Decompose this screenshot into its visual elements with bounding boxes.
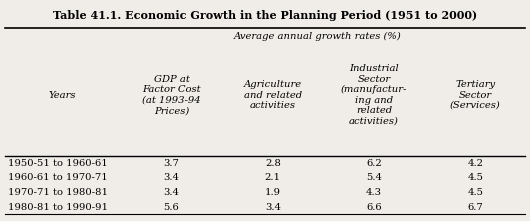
Text: 2.1: 2.1 [265, 173, 281, 182]
Text: 4.5: 4.5 [467, 188, 483, 197]
Text: 3.4: 3.4 [265, 203, 281, 211]
Text: 1950-51 to 1960-61: 1950-51 to 1960-61 [8, 159, 108, 168]
Text: Table 41.1. Economic Growth in the Planning Period (1951 to 2000): Table 41.1. Economic Growth in the Plann… [53, 10, 477, 21]
Text: 1980-81 to 1990-91: 1980-81 to 1990-91 [8, 203, 108, 211]
Text: 6.6: 6.6 [366, 203, 382, 211]
Text: Years: Years [49, 91, 76, 99]
Text: 1.9: 1.9 [265, 188, 281, 197]
Text: 4.5: 4.5 [467, 173, 483, 182]
Text: GDP at
Factor Cost
(at 1993-94
Prices): GDP at Factor Cost (at 1993-94 Prices) [142, 75, 201, 115]
Text: 1960-61 to 1970-71: 1960-61 to 1970-71 [8, 173, 108, 182]
Text: 5.4: 5.4 [366, 173, 382, 182]
Text: Industrial
Sector
(manufactur-
ing and
related
activities): Industrial Sector (manufactur- ing and r… [341, 65, 407, 126]
Text: 2.8: 2.8 [265, 159, 281, 168]
Text: 1970-71 to 1980-81: 1970-71 to 1980-81 [8, 188, 108, 197]
Text: 3.4: 3.4 [164, 188, 180, 197]
Text: Average annual growth rates (%): Average annual growth rates (%) [234, 32, 402, 41]
Text: 4.2: 4.2 [467, 159, 483, 168]
Text: Tertiary
Sector
(Services): Tertiary Sector (Services) [450, 80, 501, 110]
Text: 6.2: 6.2 [366, 159, 382, 168]
Text: 3.7: 3.7 [164, 159, 180, 168]
Text: 3.4: 3.4 [164, 173, 180, 182]
Text: Agriculture
and related
activities: Agriculture and related activities [244, 80, 302, 110]
Text: 6.7: 6.7 [467, 203, 483, 211]
Text: 4.3: 4.3 [366, 188, 382, 197]
Text: 5.6: 5.6 [164, 203, 179, 211]
